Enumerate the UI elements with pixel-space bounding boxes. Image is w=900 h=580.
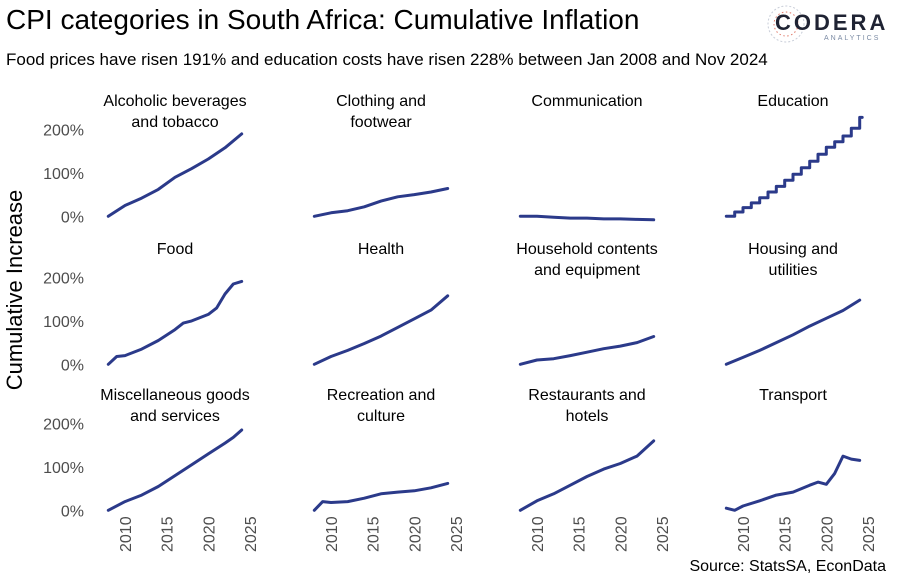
x-tick-label: 2010 [736, 516, 753, 552]
panel-label: utilities [769, 262, 818, 279]
y-tick-label: 200% [43, 123, 84, 140]
series-line [518, 439, 656, 512]
y-axis-label: Cumulative Increase [2, 190, 27, 391]
x-tick-label: 2015 [572, 516, 589, 552]
x-tick-label: 2020 [819, 516, 836, 552]
panel-label: Clothing and [336, 93, 426, 110]
y-tick-label: 100% [43, 166, 84, 183]
panel-label: footwear [350, 114, 412, 131]
panel-label: hotels [566, 408, 609, 425]
panel-label: culture [357, 408, 405, 425]
y-tick-label: 0% [61, 503, 84, 520]
series-line [724, 298, 862, 366]
logo-tagline: ANALYTICS [824, 35, 881, 42]
panel-label: Transport [759, 387, 827, 404]
x-tick-label: 2015 [160, 516, 177, 552]
series-line [724, 454, 862, 512]
panel-label: Health [358, 241, 404, 258]
y-tick-label: 200% [43, 417, 84, 434]
source-note: Source: StatsSA, EconData [689, 558, 886, 575]
series-line [106, 428, 244, 512]
series-line [518, 335, 656, 366]
x-tick-label: 2020 [613, 516, 630, 552]
chart-subtitle: Food prices have risen 191% and educatio… [6, 50, 768, 69]
x-tick-label: 2020 [407, 516, 424, 552]
series-line [724, 115, 864, 218]
y-tick-label: 0% [61, 357, 84, 374]
panel-label: Household contents [516, 241, 657, 258]
x-tick-label: 2020 [201, 516, 218, 552]
logo-wordmark: CODERA [775, 10, 889, 35]
x-tick-label: 2010 [118, 516, 135, 552]
panel-label: Communication [531, 93, 642, 110]
codera-logo-mark [767, 5, 805, 43]
x-tick-label: 2025 [655, 516, 672, 552]
panel-label: and tobacco [131, 114, 218, 131]
x-tick-label: 2015 [778, 516, 795, 552]
x-tick-label: 2010 [324, 516, 341, 552]
panel-label: Recreation and [327, 387, 436, 404]
panel-label: Miscellaneous goods [100, 387, 249, 404]
panel-label: Restaurants and [528, 387, 645, 404]
y-tick-label: 0% [61, 209, 84, 226]
panel-label: Alcoholic beverages [103, 93, 246, 110]
x-tick-label: 2010 [530, 516, 547, 552]
panel-label: Education [757, 93, 828, 110]
x-tick-label: 2015 [366, 516, 383, 552]
chart-title: CPI categories in South Africa: Cumulati… [6, 4, 640, 35]
y-tick-label: 200% [43, 271, 84, 288]
panel-label: Food [157, 241, 193, 258]
panel-label: Housing and [748, 241, 838, 258]
series-line [312, 187, 450, 218]
panel-label: and services [130, 408, 220, 425]
series-line [106, 132, 244, 218]
y-tick-label: 100% [43, 460, 84, 477]
x-tick-label: 2025 [243, 516, 260, 552]
panel-label: and equipment [534, 262, 640, 279]
series-line [518, 214, 656, 222]
series-line [312, 481, 450, 512]
x-tick-label: 2025 [449, 516, 466, 552]
series-line [106, 279, 244, 366]
series-line [312, 294, 450, 366]
y-tick-label: 100% [43, 314, 84, 331]
x-tick-label: 2025 [861, 516, 878, 552]
